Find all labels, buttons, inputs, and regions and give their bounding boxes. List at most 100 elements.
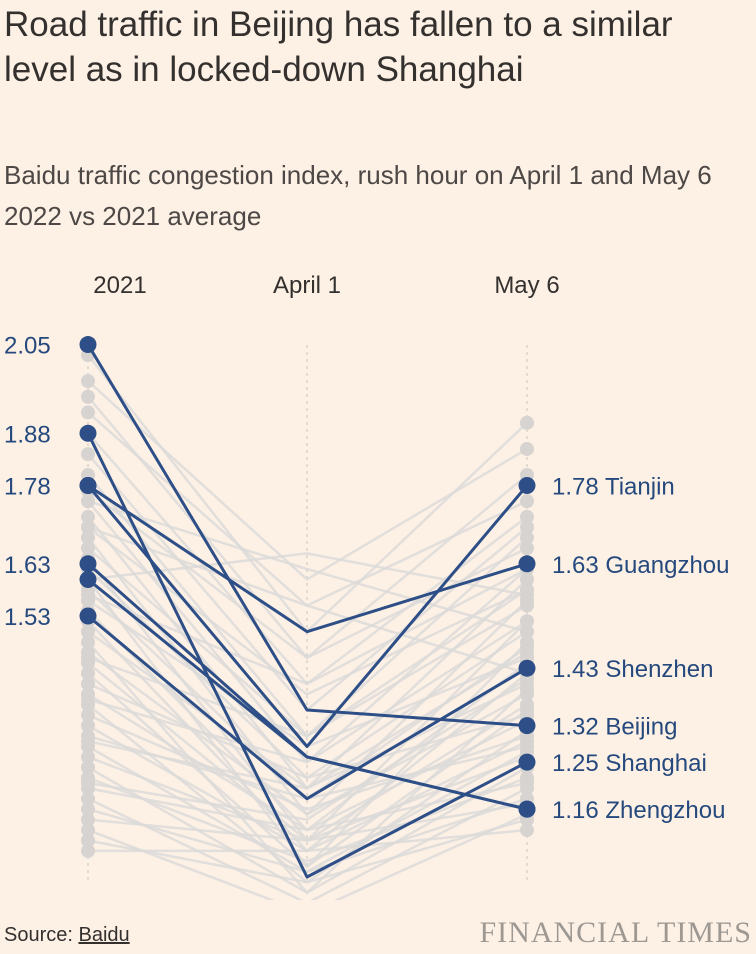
- highlight-point: [518, 717, 536, 735]
- highlight-point: [79, 607, 97, 625]
- background-series-line: [87, 526, 528, 675]
- slope-chart: 2021 April 1 May 6 2.05 1.88 1.78 1.63 1.53 1.…: [4, 272, 729, 900]
- y-tick-label: 2.05: [4, 333, 51, 360]
- column-label: 2021: [93, 272, 146, 299]
- highlight-point: [518, 659, 536, 677]
- background-point: [520, 494, 534, 509]
- highlight-point: [79, 555, 97, 573]
- series-end-label: 1.32 Beijing: [552, 714, 677, 741]
- background-series-line: [87, 672, 528, 869]
- chart-subtitle: Baidu traffic congestion index, rush hou…: [4, 160, 712, 231]
- background-series-line: [87, 682, 528, 780]
- y-tick-label: 1.63: [4, 552, 51, 579]
- y-tick-label: 1.53: [4, 604, 51, 631]
- highlight-series-line: [87, 484, 528, 634]
- series-end-label: 1.43 Shenzhen: [552, 656, 713, 683]
- series-end-label: 1.16 Zhengzhou: [552, 797, 725, 824]
- background-point: [81, 374, 95, 389]
- background-point: [520, 823, 534, 838]
- background-series-line: [87, 651, 528, 790]
- background-point: [520, 624, 534, 639]
- series-end-label: 1.25 Shanghai: [552, 750, 707, 777]
- background-point: [81, 447, 95, 462]
- y-tick-label: 1.88: [4, 421, 51, 448]
- background-point: [81, 802, 95, 817]
- background-series-line: [87, 380, 528, 582]
- chart-title: Road traffic in Beijing has fallen to a …: [4, 5, 673, 89]
- background-point: [81, 749, 95, 764]
- highlight-series-line: [87, 614, 528, 801]
- background-point: [81, 833, 95, 848]
- highlight-point: [79, 424, 97, 442]
- background-point: [81, 823, 95, 838]
- background-point: [520, 582, 534, 597]
- background-point: [81, 843, 95, 858]
- source-link[interactable]: Baidu: [78, 924, 130, 946]
- highlight-point: [518, 555, 536, 573]
- background-series-line: [87, 802, 528, 842]
- background-series-line: [87, 651, 528, 816]
- background-series-line: [87, 677, 528, 821]
- highlight-point: [79, 477, 97, 494]
- highlight-point: [79, 570, 97, 588]
- background-point: [81, 541, 95, 556]
- background-series-line: [87, 787, 528, 900]
- background-point: [520, 509, 534, 524]
- background-series-line: [87, 588, 528, 738]
- background-point: [81, 776, 95, 791]
- column-label: May 6: [494, 272, 559, 299]
- background-series-line: [87, 552, 528, 597]
- background-point: [81, 812, 95, 827]
- y-tick-label: 1.78: [4, 474, 51, 501]
- background-point: [81, 718, 95, 733]
- background-series-line: [87, 620, 528, 764]
- highlight-series-line: [86, 484, 529, 748]
- source-note: Source: Baidu: [4, 924, 130, 947]
- background-point: [81, 389, 95, 404]
- background-point: [81, 676, 95, 691]
- background-point: [81, 708, 95, 723]
- series-end-label: 1.78 Tianjin: [552, 474, 675, 501]
- background-point: [520, 415, 534, 430]
- background-point: [81, 692, 95, 707]
- highlight-point: [79, 336, 97, 354]
- background-point: [81, 509, 95, 524]
- background-series-line: [87, 818, 528, 884]
- background-point: [81, 666, 95, 681]
- highlight-point: [518, 477, 536, 494]
- background-series-line: [87, 797, 528, 874]
- background-point: [81, 624, 95, 639]
- background-point: [520, 441, 534, 456]
- background-series-line: [87, 489, 528, 660]
- background-point: [81, 760, 95, 775]
- background-series-line: [87, 714, 528, 811]
- background-point: [81, 635, 95, 650]
- highlight-series-line: [86, 432, 528, 879]
- brand-logo: FINANCIAL TIMES: [479, 916, 752, 949]
- source-prefix: Source:: [4, 924, 79, 946]
- background-series-line: [87, 766, 528, 895]
- background-point: [520, 598, 534, 613]
- background-series-line: [87, 499, 528, 633]
- background-point: [81, 520, 95, 535]
- column-label: April 1: [273, 272, 341, 299]
- background-point: [81, 530, 95, 545]
- background-point: [520, 687, 534, 702]
- background-point: [81, 650, 95, 665]
- background-series-line: [87, 567, 528, 686]
- background-point: [81, 588, 95, 603]
- background-series-line: [87, 776, 528, 863]
- background-point: [81, 405, 95, 420]
- background-series-line: [87, 813, 528, 900]
- background-point: [520, 645, 534, 660]
- background-point: [81, 791, 95, 806]
- highlight-series-line: [86, 343, 528, 728]
- background-point: [520, 781, 534, 796]
- highlight-point: [518, 753, 536, 771]
- background-point: [520, 614, 534, 629]
- background-point: [81, 734, 95, 749]
- highlight-point: [518, 800, 536, 818]
- background-series-line: [87, 781, 528, 832]
- background-point: [81, 494, 95, 509]
- background-point: [520, 530, 534, 545]
